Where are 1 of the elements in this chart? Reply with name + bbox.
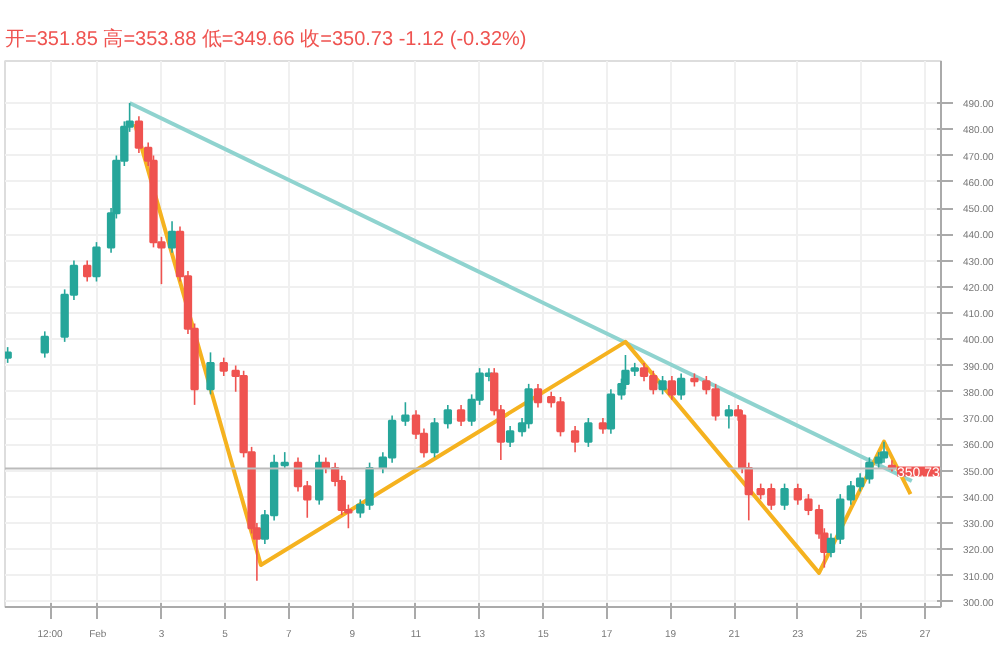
chart-subtitle: 开=351.85 高=353.88 低=349.66 收=350.73 -1.12 (-0.32%) xyxy=(5,27,527,51)
